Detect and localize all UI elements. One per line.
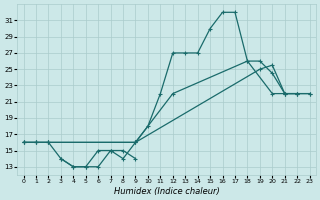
X-axis label: Humidex (Indice chaleur): Humidex (Indice chaleur) (114, 187, 220, 196)
